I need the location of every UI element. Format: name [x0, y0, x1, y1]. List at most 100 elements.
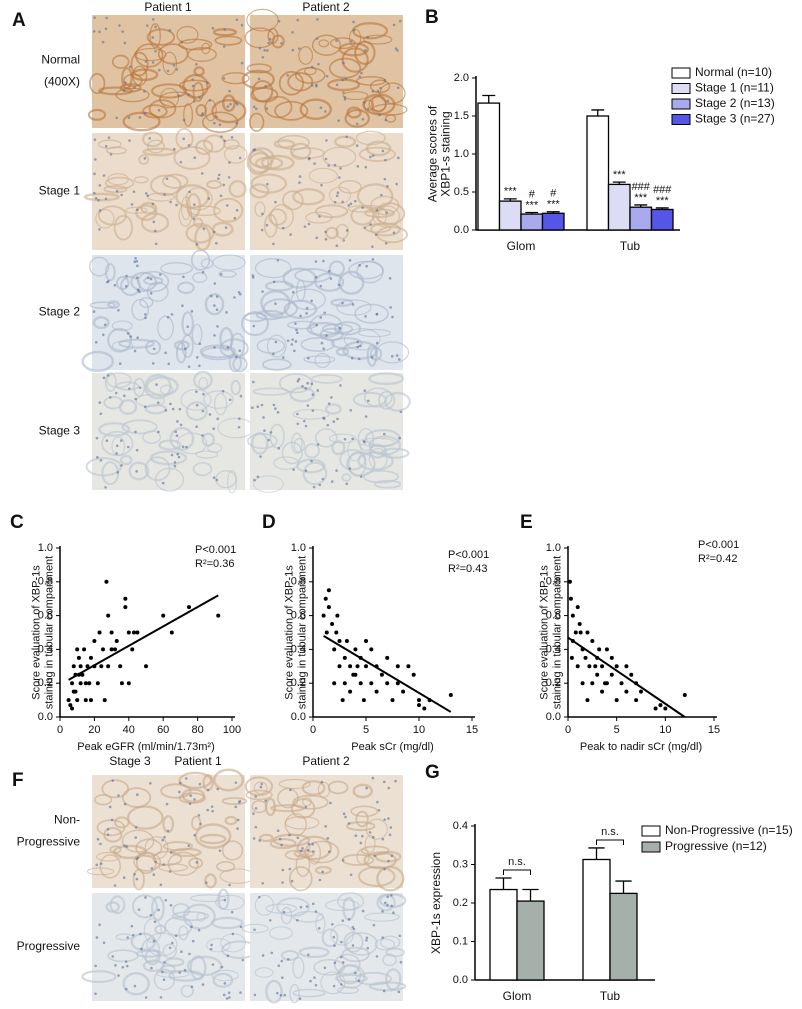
nucleus — [336, 417, 339, 421]
panel-label: B — [425, 7, 439, 28]
tissue — [298, 946, 330, 959]
nucleus — [306, 381, 310, 385]
nucleus — [274, 200, 277, 204]
nucleus — [366, 35, 370, 39]
nucleus — [174, 430, 178, 434]
nucleus — [274, 302, 277, 306]
tissue — [109, 845, 122, 854]
nucleus — [238, 292, 242, 296]
nucleus — [154, 49, 157, 53]
nucleus — [120, 464, 123, 467]
tissue — [337, 892, 365, 911]
tissue — [357, 427, 375, 452]
nucleus — [325, 139, 328, 142]
nucleus — [338, 326, 342, 330]
tissue — [106, 372, 132, 389]
tissue — [157, 315, 174, 341]
nucleus — [212, 427, 215, 431]
y-tick-label: 0.0 — [454, 224, 469, 236]
nucleus — [252, 105, 256, 109]
tissue — [365, 818, 388, 840]
nucleus — [296, 379, 300, 383]
error-bar — [503, 198, 517, 202]
x-tick-label: 20 — [88, 724, 100, 736]
nucleus — [152, 220, 156, 224]
nucleus — [133, 872, 136, 876]
point — [71, 664, 76, 669]
row-label: Stage 3 — [39, 424, 81, 438]
nucleus — [188, 952, 191, 956]
nucleus — [252, 812, 255, 815]
nucleus — [302, 419, 306, 423]
nucleus — [180, 40, 184, 44]
point — [604, 647, 609, 652]
x-tick-label: 5 — [363, 724, 369, 736]
tissue — [335, 974, 369, 983]
error-bar — [495, 877, 512, 890]
nucleus — [305, 312, 308, 315]
tissue — [146, 281, 169, 302]
nucleus — [201, 270, 205, 274]
point — [109, 647, 114, 652]
x-axis-label: Peak sCr (mg/dl) — [351, 741, 434, 753]
tissue — [143, 918, 162, 943]
tissue — [213, 392, 228, 416]
bar — [520, 213, 544, 231]
tissue — [296, 279, 306, 302]
nucleus — [223, 898, 227, 902]
tissue — [369, 346, 383, 361]
nucleus — [181, 304, 184, 308]
point — [570, 613, 575, 618]
nucleus — [307, 356, 310, 360]
nucleus — [397, 358, 401, 361]
nucleus — [359, 475, 363, 478]
nucleus — [228, 89, 231, 93]
tissue — [211, 221, 234, 237]
nucleus — [122, 876, 126, 879]
tissue — [122, 111, 161, 132]
nucleus — [399, 410, 403, 414]
tissue — [364, 387, 393, 408]
nucleus — [294, 322, 297, 325]
point — [114, 638, 119, 643]
nucleus — [210, 943, 213, 947]
tissue — [287, 72, 314, 92]
point — [401, 689, 406, 694]
nucleus — [188, 190, 191, 194]
nucleus — [198, 342, 202, 346]
nucleus — [124, 960, 128, 963]
nucleus — [304, 805, 308, 809]
nucleus — [240, 23, 244, 27]
tissue — [295, 853, 311, 877]
tissue — [263, 213, 278, 238]
nucleus — [269, 431, 273, 434]
nucleus — [233, 216, 237, 220]
nucleus — [182, 137, 186, 141]
point — [131, 630, 136, 635]
tissue — [99, 854, 122, 879]
nucleus — [157, 108, 161, 112]
point — [332, 647, 337, 652]
nucleus — [335, 194, 339, 198]
tissue — [292, 188, 326, 206]
nucleus — [175, 434, 179, 438]
nucleus — [94, 196, 98, 200]
nucleus — [260, 228, 264, 232]
nucleus — [180, 950, 183, 954]
nucleus — [318, 483, 322, 487]
nucleus — [191, 84, 195, 88]
tissue — [160, 262, 194, 275]
point — [321, 613, 326, 618]
nucleus — [386, 903, 389, 907]
nucleus — [206, 788, 210, 792]
tissue — [267, 27, 279, 45]
nucleus — [138, 290, 141, 294]
point — [597, 647, 602, 652]
point — [634, 698, 639, 703]
nucleus — [301, 384, 304, 388]
nucleus — [261, 212, 264, 216]
nucleus — [230, 136, 234, 139]
nucleus — [120, 193, 123, 197]
nucleus — [327, 402, 331, 405]
point — [575, 664, 580, 669]
